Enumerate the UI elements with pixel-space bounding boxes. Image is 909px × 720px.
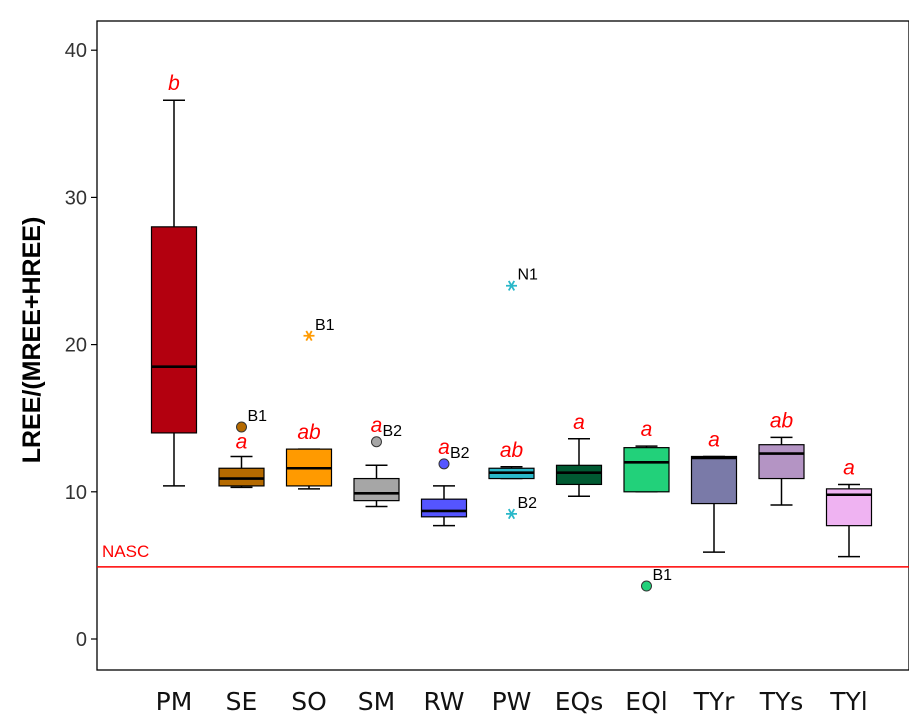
x-category-label: SM — [358, 687, 395, 716]
box-SO: B1 ab — [285, 317, 335, 490]
box-iqr — [555, 464, 603, 486]
significance-letter: a — [708, 428, 720, 451]
outlier-circle — [371, 436, 382, 448]
box-PM: b — [150, 72, 198, 487]
box-iqr — [690, 455, 738, 505]
outlier-circle — [236, 421, 247, 433]
x-category-label: EQl — [625, 687, 667, 716]
y-tick-label: 20 — [65, 335, 87, 357]
box-RW: B2a — [420, 436, 470, 527]
x-category-label: PM — [156, 687, 193, 716]
significance-letter: a — [573, 411, 585, 434]
significance-letter: a — [641, 418, 653, 441]
significance-letter: a — [371, 414, 383, 437]
box-TYr: a — [690, 428, 738, 553]
box-iqr — [353, 477, 400, 502]
box-iqr — [758, 444, 805, 480]
outlier-label: B2 — [518, 495, 538, 512]
significance-letter: a — [236, 430, 248, 453]
y-axis-title: LREE/(MREE+HREE) — [18, 217, 46, 464]
box-EQs: a — [555, 411, 603, 497]
box-SM: B2a — [353, 414, 403, 508]
significance-letter: a — [438, 436, 450, 459]
reference-line-label: NASC — [102, 542, 149, 561]
outlier-label: B2 — [450, 445, 470, 462]
outlier-star — [506, 508, 517, 520]
significance-letter: b — [168, 72, 180, 95]
outlier-label: B1 — [653, 567, 673, 584]
outlier-circle — [641, 580, 652, 592]
box-EQl: B1 a — [623, 418, 673, 592]
x-category-label: RW — [423, 687, 464, 716]
significance-letter: a — [843, 456, 855, 479]
box-iqr — [623, 447, 670, 493]
box-iqr — [218, 467, 265, 487]
y-axis: 0 10 20 30 40 — [65, 40, 97, 651]
box-TYl: a — [825, 456, 873, 558]
significance-letter: ab — [500, 439, 524, 462]
significance-letter: ab — [770, 409, 794, 432]
x-category-label: PW — [492, 687, 532, 716]
x-axis-categories: PM SE SO SM RW PW EQs EQl TYr TYs TYl — [156, 687, 868, 716]
reference-layer: NASC — [97, 542, 909, 568]
outlier-circle — [438, 458, 450, 470]
outlier-label: B2 — [383, 423, 403, 440]
significance-letter: ab — [297, 421, 321, 444]
box-PW: N1 B2 ab — [488, 267, 539, 520]
y-tick-label: 10 — [65, 482, 87, 504]
x-category-label: TYs — [759, 687, 804, 716]
box-TYs: ab — [758, 409, 805, 506]
box-SE: B1a — [218, 408, 268, 489]
box-iqr — [150, 226, 198, 434]
outlier-label: N1 — [518, 267, 539, 284]
outlier-label: B1 — [315, 317, 335, 334]
outlier-label: B1 — [248, 408, 268, 425]
x-category-label: TYl — [829, 687, 868, 716]
y-tick-label: 0 — [76, 629, 87, 651]
y-tick-label: 40 — [65, 40, 87, 62]
plot-frame — [96, 20, 909, 671]
outlier-star — [303, 330, 315, 341]
y-tick-label: 30 — [65, 187, 87, 209]
x-category-label: SE — [226, 687, 258, 716]
outlier-star — [506, 280, 517, 291]
box-iqr — [420, 498, 468, 518]
x-category-label: EQs — [555, 687, 604, 716]
x-category-label: TYr — [693, 687, 736, 716]
x-category-label: SO — [291, 687, 327, 716]
